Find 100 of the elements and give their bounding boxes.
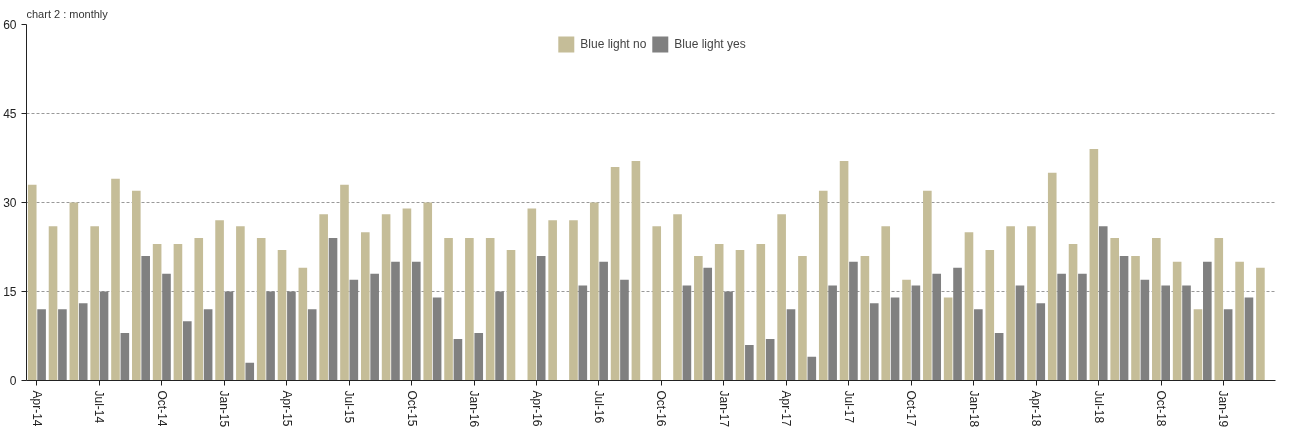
bar bbox=[735, 249, 745, 381]
bar bbox=[381, 214, 391, 381]
bar bbox=[578, 285, 588, 381]
x-tick-label: Jul-15 bbox=[342, 390, 357, 424]
bar bbox=[652, 226, 662, 381]
bar bbox=[90, 226, 99, 381]
bar bbox=[1235, 261, 1244, 381]
bar bbox=[1015, 285, 1025, 381]
x-tick-label: Oct-15 bbox=[404, 390, 419, 427]
bar bbox=[890, 297, 900, 381]
bar bbox=[1036, 303, 1046, 381]
bar bbox=[818, 190, 828, 381]
x-tick-label: Apr-15 bbox=[279, 390, 294, 427]
bar bbox=[1172, 261, 1182, 381]
bar bbox=[902, 279, 911, 381]
bar bbox=[1152, 238, 1161, 381]
bar bbox=[307, 309, 317, 381]
bar bbox=[1131, 255, 1140, 381]
bar bbox=[620, 279, 629, 381]
bar bbox=[807, 356, 817, 381]
y-tick-label: 30 bbox=[3, 196, 17, 210]
bar bbox=[923, 190, 932, 381]
bar bbox=[953, 267, 962, 381]
chart-title: chart 2 : monthly bbox=[26, 7, 109, 20]
bar bbox=[203, 309, 213, 381]
bar bbox=[1203, 261, 1212, 381]
bar bbox=[474, 333, 484, 381]
bar bbox=[849, 261, 858, 381]
bar bbox=[391, 261, 400, 381]
bar bbox=[465, 238, 474, 381]
bar bbox=[703, 267, 713, 381]
x-tick-label: Jan-15 bbox=[217, 390, 232, 428]
bar bbox=[215, 220, 224, 381]
x-tick-label: Jan-16 bbox=[467, 390, 482, 428]
bar bbox=[485, 238, 495, 381]
bar bbox=[869, 303, 879, 381]
bar bbox=[152, 244, 162, 381]
bar bbox=[349, 279, 359, 381]
bar bbox=[423, 202, 433, 381]
bar bbox=[360, 232, 370, 381]
bar bbox=[765, 338, 775, 381]
bar bbox=[1110, 238, 1119, 381]
bar bbox=[340, 184, 349, 381]
bar bbox=[1027, 226, 1036, 381]
bar bbox=[58, 309, 67, 381]
bar bbox=[245, 362, 255, 381]
bar bbox=[714, 244, 724, 381]
bar bbox=[631, 160, 641, 381]
bar bbox=[548, 220, 557, 381]
bar bbox=[287, 291, 296, 381]
x-tick-label: Oct-18 bbox=[1154, 390, 1169, 427]
bar bbox=[277, 249, 287, 381]
bar bbox=[506, 249, 516, 381]
bar bbox=[527, 208, 537, 381]
bar bbox=[1161, 285, 1170, 381]
bar bbox=[536, 255, 546, 381]
bar bbox=[1214, 238, 1224, 381]
legend-label: Blue light yes bbox=[674, 37, 746, 51]
bar bbox=[1078, 273, 1087, 381]
bar bbox=[599, 261, 608, 381]
bar bbox=[453, 338, 463, 381]
bar bbox=[694, 255, 703, 381]
y-tick-label: 15 bbox=[3, 285, 17, 299]
bar bbox=[745, 344, 754, 381]
bar bbox=[839, 160, 849, 381]
bar bbox=[194, 238, 204, 381]
bar bbox=[402, 208, 412, 381]
x-tick-label: Jan-19 bbox=[1216, 390, 1231, 428]
bar bbox=[37, 309, 46, 381]
bar bbox=[786, 309, 796, 381]
bar bbox=[860, 255, 870, 381]
bar bbox=[224, 291, 234, 381]
bar bbox=[370, 273, 379, 381]
bar bbox=[411, 261, 421, 381]
legend-label: Blue light no bbox=[580, 37, 647, 51]
bar bbox=[994, 333, 1004, 381]
x-tick-label: Oct-14 bbox=[154, 390, 169, 427]
bar bbox=[495, 291, 504, 381]
bar bbox=[111, 178, 120, 381]
bar bbox=[673, 214, 682, 381]
bar bbox=[1256, 267, 1265, 381]
bar bbox=[881, 226, 891, 381]
bar bbox=[27, 184, 37, 381]
bar bbox=[985, 249, 995, 381]
bar bbox=[569, 220, 578, 381]
bar bbox=[69, 202, 79, 381]
bar bbox=[964, 232, 974, 381]
x-tick-label: Oct-16 bbox=[654, 390, 669, 427]
bar bbox=[1006, 226, 1015, 381]
bar bbox=[1119, 255, 1129, 381]
bar bbox=[974, 309, 983, 381]
bar bbox=[78, 303, 88, 381]
bar bbox=[724, 291, 733, 381]
bar bbox=[798, 255, 807, 381]
x-tick-label: Apr-14 bbox=[29, 390, 44, 427]
x-tick-label: Oct-17 bbox=[904, 390, 919, 427]
bar bbox=[266, 291, 275, 381]
y-tick-label: 60 bbox=[3, 18, 17, 32]
bar bbox=[1068, 244, 1078, 381]
bar bbox=[828, 285, 837, 381]
